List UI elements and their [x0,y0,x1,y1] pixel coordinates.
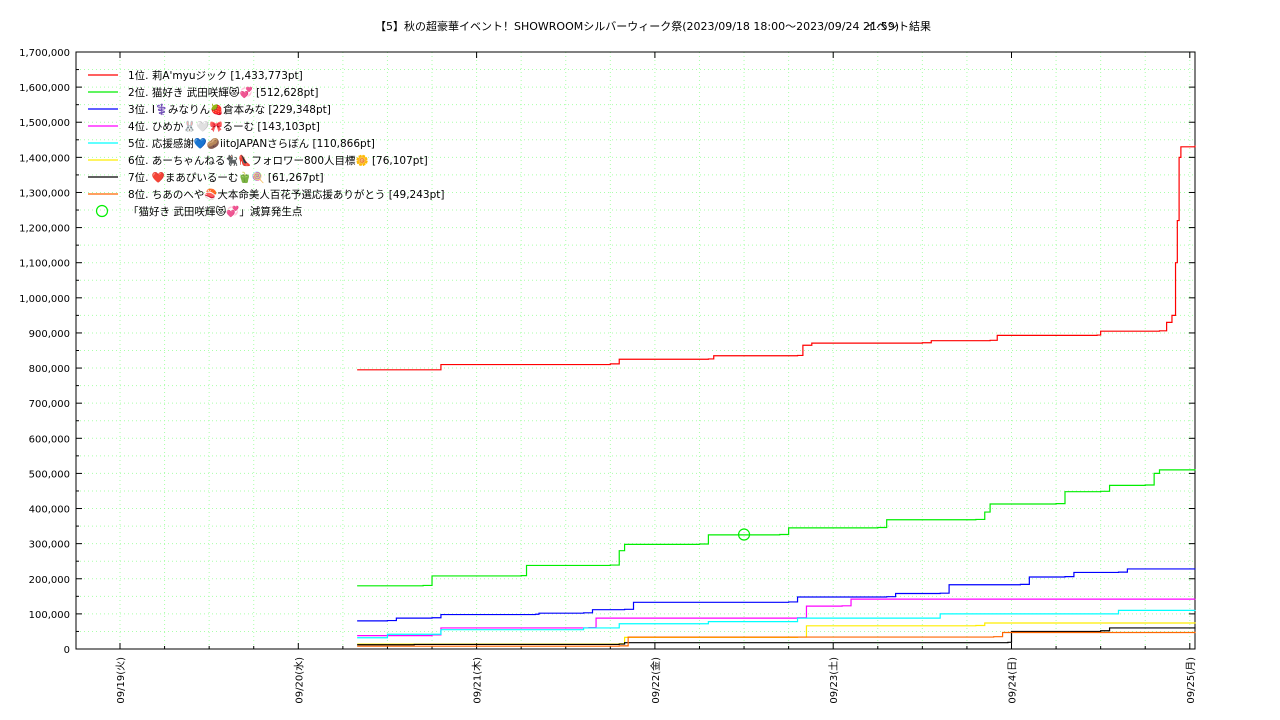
legend-marker-label: 「猫好き 武田咲輝😻💞」減算発生点 [128,205,302,218]
grid-lines [76,51,1195,650]
series-line-2 [357,468,1196,587]
x-tick-label: 09/19(火) [115,657,127,704]
chart-title: 【5】秋の超豪華イベント！SHOWROOMシルバーウィーク祭(2023/09/1… [375,19,899,33]
chart-subtitle: イベント結果 [865,19,931,33]
x-tick-label: 09/21(木) [472,657,484,704]
y-tick-label: 100,000 [29,610,70,621]
y-tick-label: 500,000 [29,469,70,480]
x-tick-label: 09/25(月) [1185,657,1197,704]
y-tick-label: 900,000 [29,329,70,340]
x-axis: 09/19(火) 09/20(水) 09/21(木) 09/22(金) 09/23(土)… [115,52,1197,704]
y-tick-label: 1,300,000 [19,188,70,199]
marker-layer [737,528,751,541]
decrease-marker [737,528,751,541]
y-tick-label: 1,600,000 [19,83,70,94]
legend-label-5: 5位. 応援感謝💙🥔iitoJAPANさらぼん [110,866pt] [128,137,375,150]
series-line-3 [357,568,1196,622]
legend-marker-swatch [95,204,109,218]
x-tick-label: 09/20(水) [293,657,305,704]
legend-label-4: 4位. ひめか🐰🤍🎀るーむ [143,103pt] [128,120,320,133]
legend-label-6: 6位. あーちゃんねる🐈‍⬛👠フォロワー800人目標🌼 [76,107pt] [128,154,428,167]
x-tick-label: 09/24(日) [1008,657,1019,704]
legend-label-8: 8位. ちあのへや🍣大本命美人百花予選応援ありがとう [49,243pt] [128,188,444,201]
series-line-7 [357,627,1196,646]
legend-label-7: 7位. ❤️まあぴいるーむ🫑🍭 [61,267pt] [128,170,324,184]
y-tick-label: 800,000 [29,364,70,375]
x-tick-label: 09/23(土) [827,657,840,704]
legend-label-1: 1位. 莉A'myuジック [1,433,773pt] [128,69,303,82]
y-tick-label: 1,200,000 [19,224,70,235]
x-tick-label: 09/22(金) [649,657,662,704]
y-tick-label: 1,500,000 [19,118,70,129]
y-tick-label: 1,100,000 [19,259,70,270]
y-tick-label: 400,000 [29,505,70,516]
legend-label-2: 2位. 猫好き 武田咲輝😻💞 [512,628pt] [128,86,318,99]
series-line-8 [357,631,1196,647]
y-tick-label: 1,700,000 [19,48,70,59]
y-tick-label: 0 [64,645,70,656]
series-layer [357,145,1196,647]
series-line-1 [357,145,1196,371]
legend: 1位. 莉A'myuジック [1,433,773pt] 2位. 猫好き 武田咲輝😻… [88,69,444,218]
y-tick-label: 200,000 [29,575,70,586]
y-tick-label: 600,000 [29,434,70,445]
y-tick-label: 700,000 [29,399,70,410]
y-tick-label: 300,000 [29,540,70,551]
legend-label-3: 3位. I⚕️みなりん🍓倉本みな [229,348pt] [128,103,331,116]
y-tick-label: 1,400,000 [19,153,70,164]
y-tick-label: 1,000,000 [19,294,70,305]
y-axis: 0 100,000 200,000 300,000 400,000 500,000 600,… [19,48,1195,656]
series-line-5 [357,609,1196,639]
series-line-6 [357,622,1196,645]
